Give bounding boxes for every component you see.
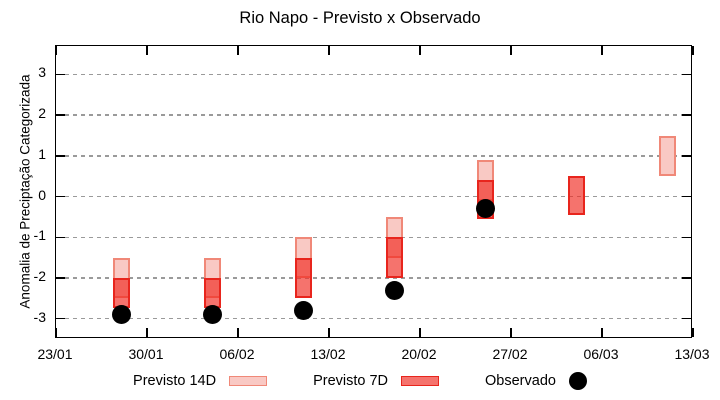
chart-title: Rio Napo - Previsto x Observado (239, 9, 481, 27)
x-tick-mark-top (146, 46, 148, 55)
x-tick-mark-bottom (237, 328, 239, 337)
x-tick-label: 06/02 (219, 346, 255, 362)
x-tick-mark-bottom (419, 328, 421, 337)
grid-line (57, 317, 690, 320)
y-tick-mark-left (56, 73, 65, 76)
x-tick-label: 13/03 (674, 346, 710, 362)
x-tick-mark-bottom (328, 328, 330, 337)
y-tick-mark-left (56, 236, 65, 238)
x-tick-mark-top (419, 46, 421, 55)
x-tick-mark-top (328, 46, 330, 55)
legend-label: Observado (485, 373, 556, 389)
x-tick-label: 06/03 (583, 346, 619, 362)
x-tick-mark-top (55, 46, 57, 55)
y-tick-label: -2 (33, 267, 46, 284)
legend-label: Previsto 14D (133, 373, 217, 389)
y-tick-mark-left (56, 114, 65, 116)
y-tick-label: -3 (33, 308, 46, 325)
forecast-box-7d (385, 237, 403, 278)
observed-dot (202, 305, 222, 325)
legend-observed-dot-icon (568, 372, 587, 390)
legend-swatch-14d (229, 376, 268, 386)
grid-line (57, 236, 690, 238)
y-tick-mark-right (682, 155, 691, 157)
legend: Previsto 14D Previsto 7D Observado (0, 372, 720, 390)
forecast-box-7d (567, 176, 585, 215)
x-tick-label: 27/02 (492, 346, 528, 362)
y-tick-mark-right (682, 114, 691, 116)
x-tick-mark-top (510, 46, 512, 55)
observed-dot (475, 199, 495, 219)
y-tick-mark-left (56, 195, 65, 198)
legend-item: Previsto 14D (133, 373, 268, 389)
x-tick-mark-bottom (692, 328, 694, 337)
x-tick-mark-bottom (510, 328, 512, 337)
y-tick-mark-right (682, 73, 691, 76)
grid-line (57, 277, 690, 279)
x-tick-mark-top (237, 46, 239, 55)
x-tick-mark-bottom (601, 328, 603, 337)
y-tick-label: 0 (38, 186, 46, 203)
observed-dot (111, 305, 131, 325)
forecast-box-14d (658, 135, 676, 177)
legend-item: Previsto 7D (313, 373, 440, 389)
grid-line (57, 73, 690, 76)
plot-area (55, 45, 694, 338)
y-tick-label: -1 (33, 227, 46, 244)
legend-label: Previsto 7D (313, 373, 389, 389)
forecast-box-7d (112, 277, 130, 309)
legend-swatch-7d (401, 376, 440, 386)
y-tick-mark-left (56, 317, 65, 320)
y-tick-mark-right (682, 317, 691, 320)
observed-dot (293, 301, 313, 320)
x-tick-label: 13/02 (310, 346, 346, 362)
forecast-box-7d (203, 277, 221, 309)
grid-line (57, 155, 690, 157)
x-tick-mark-top (692, 46, 694, 55)
observed-dot (384, 280, 404, 300)
x-tick-label: 23/01 (37, 346, 73, 362)
y-tick-label: 1 (38, 145, 46, 162)
y-tick-mark-left (56, 277, 65, 279)
y-tick-label: 3 (38, 64, 46, 81)
y-tick-mark-right (682, 277, 691, 279)
y-tick-mark-left (56, 155, 65, 157)
forecast-box-7d (294, 257, 312, 299)
grid-line (57, 195, 690, 198)
y-tick-mark-right (682, 195, 691, 198)
x-tick-label: 30/01 (128, 346, 164, 362)
x-tick-mark-bottom (146, 328, 148, 337)
grid-line (57, 114, 690, 116)
legend-item: Observado (485, 372, 587, 390)
x-tick-mark-top (601, 46, 603, 55)
y-tick-mark-right (682, 236, 691, 238)
x-tick-mark-bottom (55, 328, 57, 337)
y-tick-label: 2 (38, 105, 46, 122)
x-tick-label: 20/02 (401, 346, 437, 362)
